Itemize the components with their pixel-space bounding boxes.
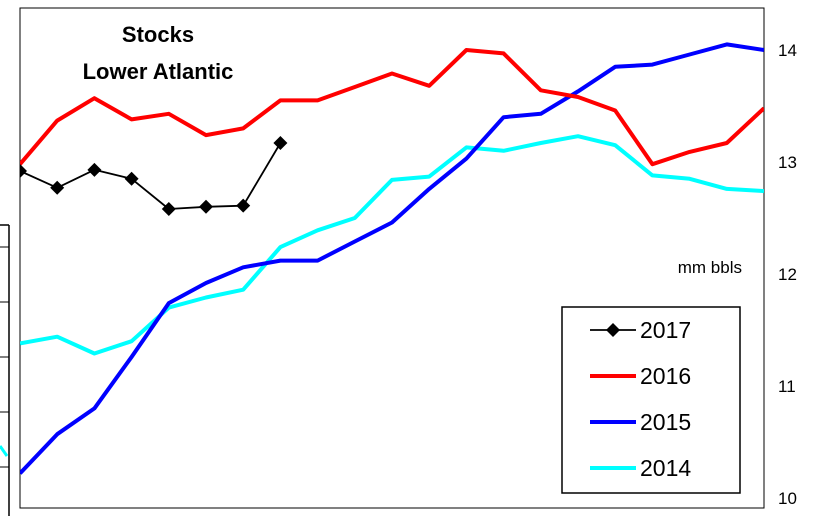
legend-label-2014: 2014 [640,455,691,481]
y-tick-label-11: 11 [778,377,796,396]
series-layer [20,42,764,475]
legend-box [561,306,741,494]
point-2017-4 [161,202,176,217]
y-axis-ticks: 14 13 12 11 10 [778,41,797,508]
point-2017-3 [124,171,139,186]
legend: 2017 2016 2015 2014 [561,306,741,494]
series-line-2015 [20,42,764,475]
point-2017-1 [50,180,65,195]
y-tick-label-13: 13 [778,153,797,172]
point-2017-7 [273,135,288,150]
point-2017-0 [20,163,27,178]
y-tick-label-10: 10 [778,489,797,508]
point-2017-2 [87,162,102,177]
point-2017-5 [199,199,213,214]
series-line-2016 [20,48,764,167]
legend-items: 2017 2016 2015 2014 [590,317,691,481]
legend-label-2015: 2015 [640,409,691,435]
y-tick-label-14: 14 [778,41,797,60]
y-tick-label-12: 12 [778,265,797,284]
legend-marker-2017 [606,323,620,337]
chart-title-line-2: Lower Atlantic [83,59,234,84]
y-axis-unit-label: mm bbls [678,258,742,277]
series-line-2014 [20,134,764,356]
legend-label-2017: 2017 [640,317,691,343]
adjacent-chart-fragment [0,224,10,516]
chart-title-line-1: Stocks [122,22,194,47]
point-2017-6 [236,198,251,213]
legend-label-2016: 2016 [640,363,691,389]
